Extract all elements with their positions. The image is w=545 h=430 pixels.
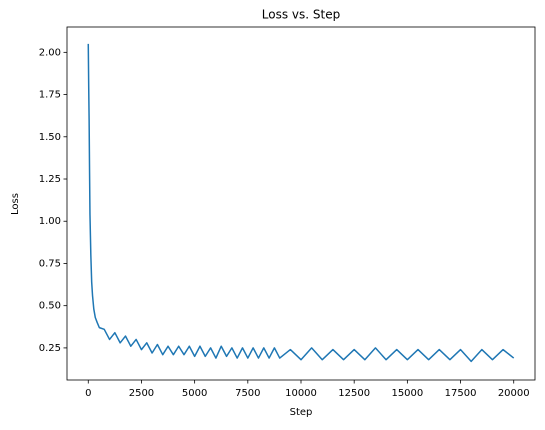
x-tick-label: 17500 <box>445 388 477 399</box>
y-axis-label: Loss <box>10 193 21 215</box>
x-tick-label: 10000 <box>285 388 317 399</box>
y-tick-label: 2.00 <box>39 47 61 58</box>
y-tick-label: 1.00 <box>39 216 61 227</box>
x-tick-label: 0 <box>85 388 91 399</box>
x-tick-label: 12500 <box>338 388 370 399</box>
x-tick-label: 7500 <box>235 388 260 399</box>
loss-line <box>87 43 515 363</box>
y-tick-label: 1.75 <box>39 90 61 101</box>
chart-title: Loss vs. Step <box>262 8 340 22</box>
y-tick-label: 1.25 <box>39 174 61 185</box>
y-tick-label: 0.75 <box>39 258 61 269</box>
x-tick-label: 2500 <box>129 388 154 399</box>
y-tick-label: 0.50 <box>39 301 61 312</box>
x-tick-label: 20000 <box>498 388 530 399</box>
y-tick-label: 0.25 <box>39 343 61 354</box>
x-axis-label: Step <box>290 407 313 418</box>
x-tick-label: 5000 <box>182 388 207 399</box>
y-tick-label: 1.50 <box>39 132 61 143</box>
plot-frame <box>66 26 536 381</box>
x-tick-label: 15000 <box>391 388 423 399</box>
